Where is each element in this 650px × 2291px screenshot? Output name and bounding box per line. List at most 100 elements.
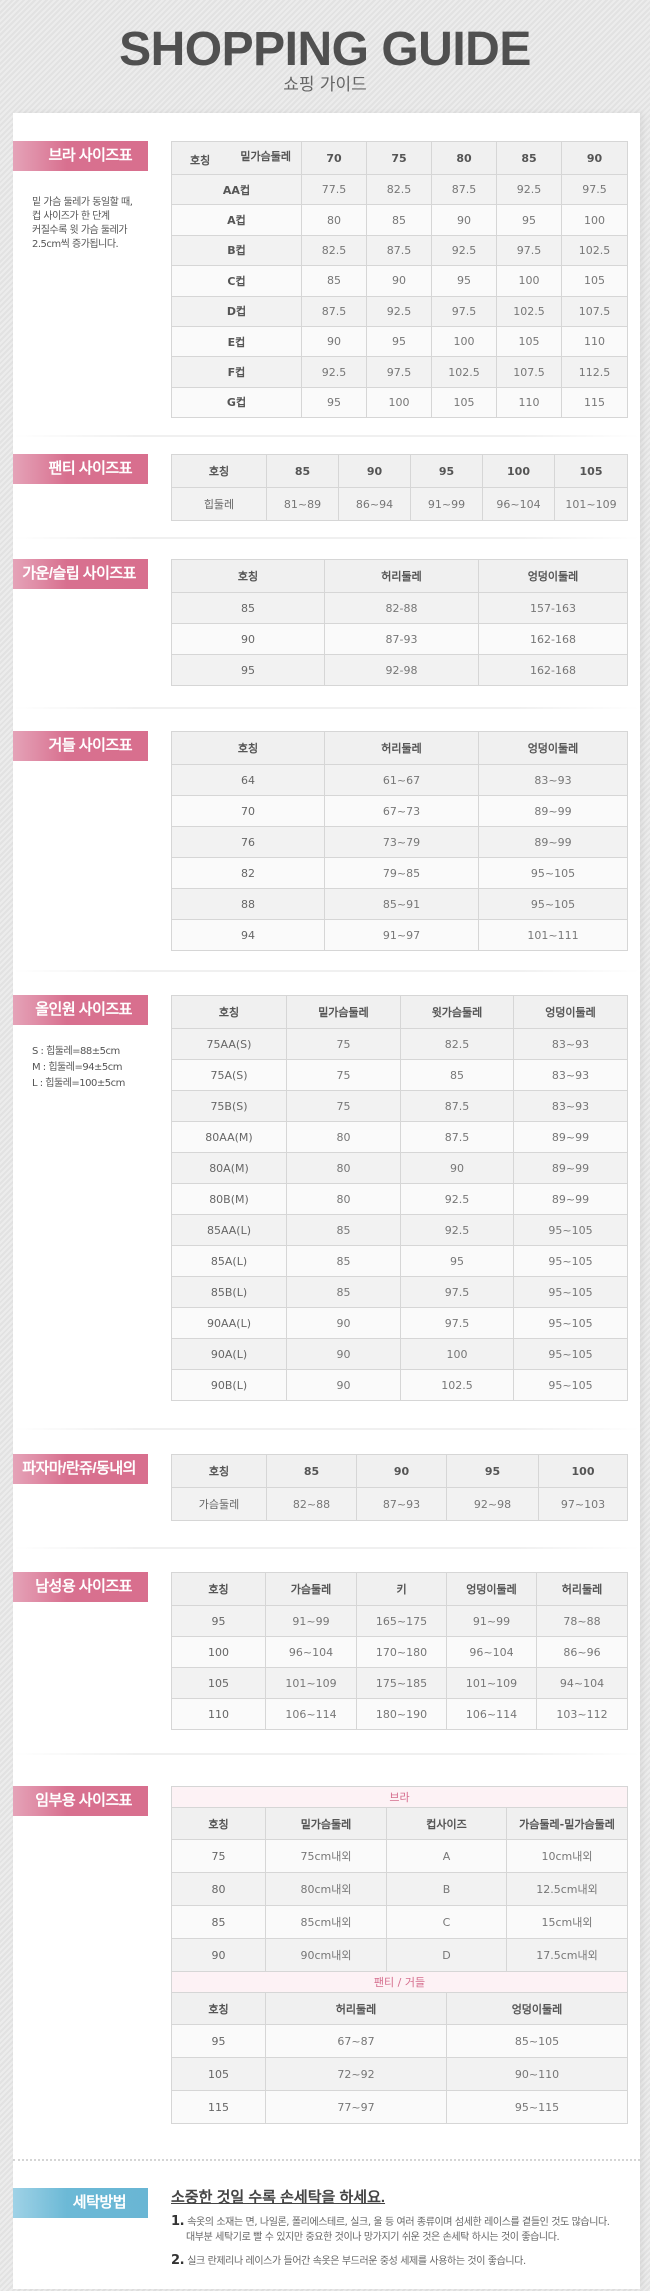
row-label: 80B(M) — [171, 1183, 287, 1215]
table-cell: 85cm내외 — [265, 1905, 387, 1939]
header-row: 호칭 85 90 95 100 — [171, 1454, 628, 1488]
table-cell: 85 — [286, 1214, 401, 1246]
panty-size-table: 호칭 85 90 95 100 105 힙둘레 81~89 86~94 91~99 96~104 10… — [171, 454, 628, 521]
row-label: 90B(L) — [171, 1369, 287, 1401]
column-header: 85 — [266, 1454, 357, 1488]
note-line: 커질수록 윗 가슴 둘레가 — [32, 225, 128, 236]
table-cell: B — [386, 1872, 507, 1906]
table-cell: 95 — [431, 265, 497, 297]
table-cell: 85 — [286, 1276, 401, 1308]
table-row: 76 73~79 89~99 — [171, 826, 628, 858]
note-line: 2.5cm씩 증가됩니다. — [32, 239, 119, 250]
table-cell: 75cm내외 — [265, 1839, 387, 1873]
table-cell: 80 — [301, 204, 367, 236]
table-cell: 82.5 — [400, 1028, 514, 1060]
table-cell: 95~105 — [478, 857, 628, 889]
table-cell: 82-88 — [324, 592, 479, 624]
column-header: 80 — [431, 141, 497, 175]
table-row: 95 67~87 85~105 — [171, 2024, 628, 2058]
row-label: 95 — [171, 2024, 266, 2058]
table-cell: 162-168 — [478, 654, 628, 686]
row-label: 64 — [171, 764, 325, 796]
table-cell: 75 — [286, 1090, 401, 1122]
table-cell: 101~111 — [478, 919, 628, 951]
table-row: F컵 92.5 97.5 102.5 107.5 112.5 — [171, 356, 628, 388]
sub-header-row: 팬티 / 거들 — [171, 1971, 628, 1993]
table-row: 힙둘레 81~89 86~94 91~99 96~104 101~109 — [171, 487, 628, 521]
table-cell: 96~104 — [446, 1636, 537, 1668]
table-row: 90A(L) 90 100 95~105 — [171, 1338, 628, 1370]
row-label: 88 — [171, 888, 325, 920]
row-label: C컵 — [171, 265, 302, 297]
section-divider — [13, 1547, 640, 1549]
row-label: 85 — [171, 1905, 266, 1939]
table-cell: 92-98 — [324, 654, 479, 686]
row-label: 94 — [171, 919, 325, 951]
column-header: 엉덩이둘레 — [478, 731, 628, 765]
table-cell: 87-93 — [324, 623, 479, 655]
table-cell: 91~97 — [324, 919, 479, 951]
table-cell: 97.5 — [400, 1276, 514, 1308]
column-header: 가슴둘레-밑가슴둘레 — [506, 1807, 628, 1840]
table-cell: 91~99 — [265, 1605, 357, 1637]
table-cell: 89~99 — [478, 795, 628, 827]
table-cell: 112.5 — [561, 356, 628, 388]
table-cell: 95 — [366, 325, 432, 358]
table-cell: 100 — [366, 386, 432, 419]
table-cell: 87.5 — [400, 1090, 514, 1122]
table-row: 80AA(M) 80 87.5 89~99 — [171, 1121, 628, 1153]
column-header: 허리둘레 — [324, 731, 479, 765]
table-row: 80B(M) 80 92.5 89~99 — [171, 1183, 628, 1215]
table-row: 75 75cm내외 A 10cm내외 — [171, 1839, 628, 1873]
bra-note: 밑 가슴 둘레가 동일할 때, 컵 사이즈가 한 단계 커질수록 윗 가슴 둘레… — [32, 196, 133, 252]
row-label: B컵 — [171, 234, 302, 267]
header-row: 호칭 밑가슴둘레 컵사이즈 가슴둘레-밑가슴둘레 — [171, 1807, 628, 1840]
row-label: 76 — [171, 826, 325, 858]
girdle-size-label: 거들 사이즈표 — [13, 731, 148, 761]
note-line: 컵 사이즈가 한 단계 — [32, 211, 110, 222]
row-label: 75B(S) — [171, 1090, 287, 1122]
table-cell: 100 — [496, 265, 562, 297]
table-cell: 101~109 — [446, 1667, 537, 1699]
table-cell: 92.5 — [431, 234, 497, 267]
table-row: 88 85~91 95~105 — [171, 888, 628, 920]
table-cell: 85~105 — [446, 2024, 628, 2058]
table-cell: 89~99 — [513, 1183, 628, 1215]
table-cell: 90 — [286, 1307, 401, 1339]
table-cell: 80 — [286, 1152, 401, 1184]
table-cell: 91~99 — [446, 1605, 537, 1637]
item-number: 2. — [171, 2253, 185, 2268]
table-cell: 170~180 — [356, 1636, 447, 1668]
table-cell: 85~91 — [324, 888, 479, 920]
column-header: 호칭 — [171, 731, 325, 765]
row-label: 80A(M) — [171, 1152, 287, 1184]
column-header: 100 — [482, 454, 555, 488]
table-cell: 85 — [366, 204, 432, 236]
table-cell: 75 — [286, 1059, 401, 1091]
washing-label: 세탁방법 — [13, 2188, 148, 2218]
header-row: 호칭 85 90 95 100 105 — [171, 454, 628, 488]
table-row: 90 87-93 162-168 — [171, 623, 628, 655]
table-row: 110 106~114 180~190 106~114 103~112 — [171, 1698, 628, 1730]
row-label: 110 — [171, 1698, 266, 1730]
column-header: 엉덩이둘레 — [478, 559, 628, 593]
row-label: 90AA(L) — [171, 1307, 287, 1339]
column-header: 밑가슴둘레 — [286, 995, 401, 1029]
gown-slip-size-table: 호칭 허리둘레 엉덩이둘레 85 82-88 157-163 90 87-93 162-168 9… — [171, 559, 628, 686]
table-cell: 105 — [431, 386, 497, 419]
item-text: 대부분 세탁기로 빨 수 있지만 중요한 것이나 망가지기 쉬운 것은 손세탁 … — [186, 2232, 560, 2243]
table-row: 115 77~97 95~115 — [171, 2090, 628, 2124]
sub-header-row: 브라 — [171, 1786, 628, 1808]
column-header: 90 — [561, 141, 628, 175]
table-cell: 61~67 — [324, 764, 479, 796]
row-label: A컵 — [171, 204, 302, 236]
header-row: 호칭 허리둘레 엉덩이둘레 — [171, 731, 628, 765]
column-header: 밑가슴둘레 — [265, 1807, 387, 1840]
column-header: 70 — [301, 141, 367, 175]
row-label: 75AA(S) — [171, 1028, 287, 1060]
table-cell: 89~99 — [513, 1152, 628, 1184]
column-header: 85 — [496, 141, 562, 175]
table-cell: 75 — [286, 1028, 401, 1060]
row-label: 85AA(L) — [171, 1214, 287, 1246]
table-cell: 106~114 — [446, 1698, 537, 1730]
